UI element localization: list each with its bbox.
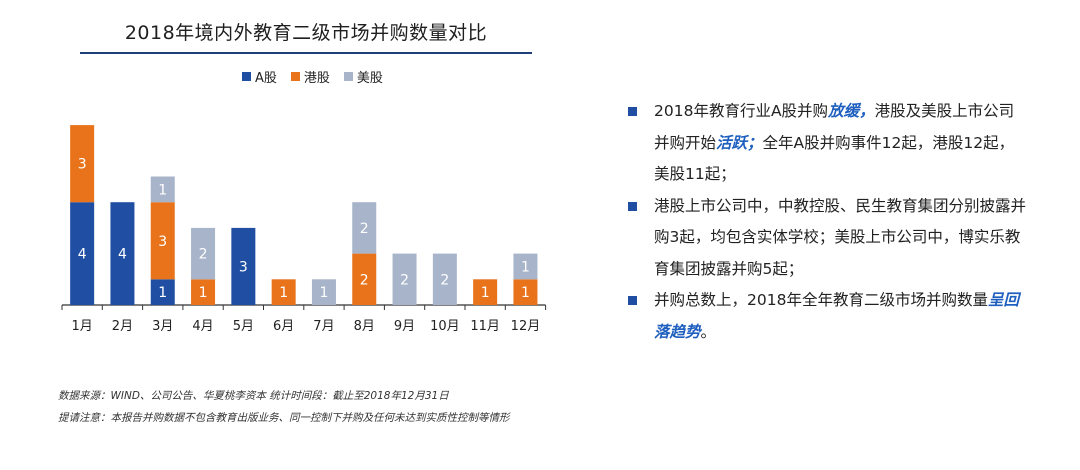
x-tick-label: 1月 xyxy=(72,319,93,334)
square-bullet-icon xyxy=(628,107,637,116)
data-label: 1 xyxy=(158,285,167,301)
legend-item-hk-share: 港股 xyxy=(290,67,330,86)
data-source-note: 数据来源：WIND、公司公告、华夏桃李资本 统计时间段：截止至2018年12月3… xyxy=(58,390,449,402)
bullet-1-text-b: 港股及美股上市公司并购开始 xyxy=(654,102,1015,152)
legend-item-us-share: 美股 xyxy=(343,67,383,86)
legend-swatch-a-share xyxy=(242,71,251,81)
chart-legend: A股 港股 美股 xyxy=(242,67,397,86)
data-label: 1 xyxy=(481,285,490,301)
x-tick-label: 5月 xyxy=(233,319,254,334)
bar-segment-us-share xyxy=(191,227,216,280)
disclaimer-note: 提请注意：本报告并购数据不包含教育出版业务、同一控制下并购及任何未达到实质性控制… xyxy=(58,412,510,424)
x-tick-label: 8月 xyxy=(354,319,375,334)
data-label: 1 xyxy=(521,259,530,275)
data-label: 2 xyxy=(360,272,369,288)
x-tick-label: 2月 xyxy=(112,319,133,334)
bar-segment-hk-share xyxy=(271,279,296,305)
data-label: 1 xyxy=(199,285,208,301)
bar-segment-hk-share xyxy=(150,202,175,280)
bullet-1-text-a: 2018年教育行业A股并购 xyxy=(654,102,829,120)
x-tick-label: 7月 xyxy=(313,319,334,334)
data-label: 2 xyxy=(440,272,449,288)
title-underline xyxy=(80,52,532,54)
stacked-bar-chart: 4 3 1月 4 2月 1 3 1 3月 1 2 4月 3 5月 1 6月 1 7月 2 2 8月 2 9月 2 10月 1 11月… xyxy=(61,125,547,334)
bar-segment-a-share xyxy=(150,279,175,305)
data-label: 1 xyxy=(158,182,167,198)
bullet-3-text-a: 并购总数上，2018年全年教育二级市场并购数量 xyxy=(654,291,988,309)
bullet-1-emphasis-active: 活跃； xyxy=(716,133,763,152)
data-label: 4 xyxy=(118,247,127,263)
bar-segment-hk-share xyxy=(352,253,377,305)
legend-label-a-share: A股 xyxy=(255,70,277,86)
summary-bullet-1: 2018年教育行业A股并购放缓，港股及美股上市公司并购开始活跃；全年A股并购事件… xyxy=(628,96,1028,191)
bar-segment-us-share xyxy=(150,176,175,203)
summary-panel: 2018年教育行业A股并购放缓，港股及美股上市公司并购开始活跃；全年A股并购事件… xyxy=(628,96,1028,348)
x-tick-label: 3月 xyxy=(152,319,173,334)
bullet-1-text-c: 全年A股并购事件12起，港股12起，美股11起； xyxy=(654,133,1015,184)
chart-title: 2018年境内外教育二级市场并购数量对比 xyxy=(124,22,488,44)
summary-bullet-2: 港股上市公司中，中教控股、民生教育集团分别披露并购3起，均包含实体学校；美股上市… xyxy=(628,191,1028,286)
x-tick-label: 6月 xyxy=(273,319,294,334)
data-label: 1 xyxy=(521,285,530,301)
data-label: 3 xyxy=(78,157,87,173)
bar-segment-a-share xyxy=(70,202,95,305)
legend-swatch-us-share xyxy=(343,71,353,81)
data-label: 2 xyxy=(199,247,208,263)
data-label: 3 xyxy=(239,259,248,275)
square-bullet-icon xyxy=(628,296,637,305)
bullet-1-emphasis-slowdown: 放缓， xyxy=(828,102,875,120)
x-tick-label: 10月 xyxy=(430,319,460,334)
x-tick-label: 4月 xyxy=(192,319,213,334)
x-tick-label: 12月 xyxy=(511,319,541,334)
bullet-3-text-b: 。 xyxy=(700,322,717,341)
data-label: 1 xyxy=(319,285,328,301)
bar-segment-a-share xyxy=(231,227,256,305)
bar-segment-a-share xyxy=(110,202,135,305)
bar-segment-us-share xyxy=(432,253,457,305)
bar-segment-us-share xyxy=(352,202,377,254)
legend-label-us-share: 美股 xyxy=(356,70,383,86)
summary-bullet-3: 并购总数上，2018年全年教育二级市场并购数量呈回落趋势。 xyxy=(628,285,1028,348)
data-label: 2 xyxy=(400,272,409,288)
bar-segment-us-share xyxy=(513,253,538,280)
bar-segment-hk-share xyxy=(473,279,498,305)
x-tick-label: 9月 xyxy=(394,319,415,334)
data-label: 4 xyxy=(78,247,87,263)
square-bullet-icon xyxy=(628,201,637,211)
legend-label-hk-share: 港股 xyxy=(303,70,330,86)
bar-segment-hk-share xyxy=(191,279,216,305)
data-label: 3 xyxy=(158,234,167,250)
bar-segment-hk-share xyxy=(513,279,538,305)
bar-segment-us-share xyxy=(311,279,336,305)
bar-segment-hk-share xyxy=(70,125,95,203)
data-label: 2 xyxy=(360,221,369,237)
legend-item-a-share: A股 xyxy=(242,67,277,86)
bar-segment-us-share xyxy=(392,253,417,305)
bullet-3-emphasis-decline: 呈回落趋势 xyxy=(654,291,1019,341)
x-tick-label: 11月 xyxy=(470,319,500,334)
data-label: 1 xyxy=(279,285,288,301)
legend-swatch-hk-share xyxy=(290,71,300,81)
bullet-2-text: 港股上市公司中，中教控股、民生教育集团分别披露并购3起，均包含实体学校；美股上市… xyxy=(654,196,1027,278)
